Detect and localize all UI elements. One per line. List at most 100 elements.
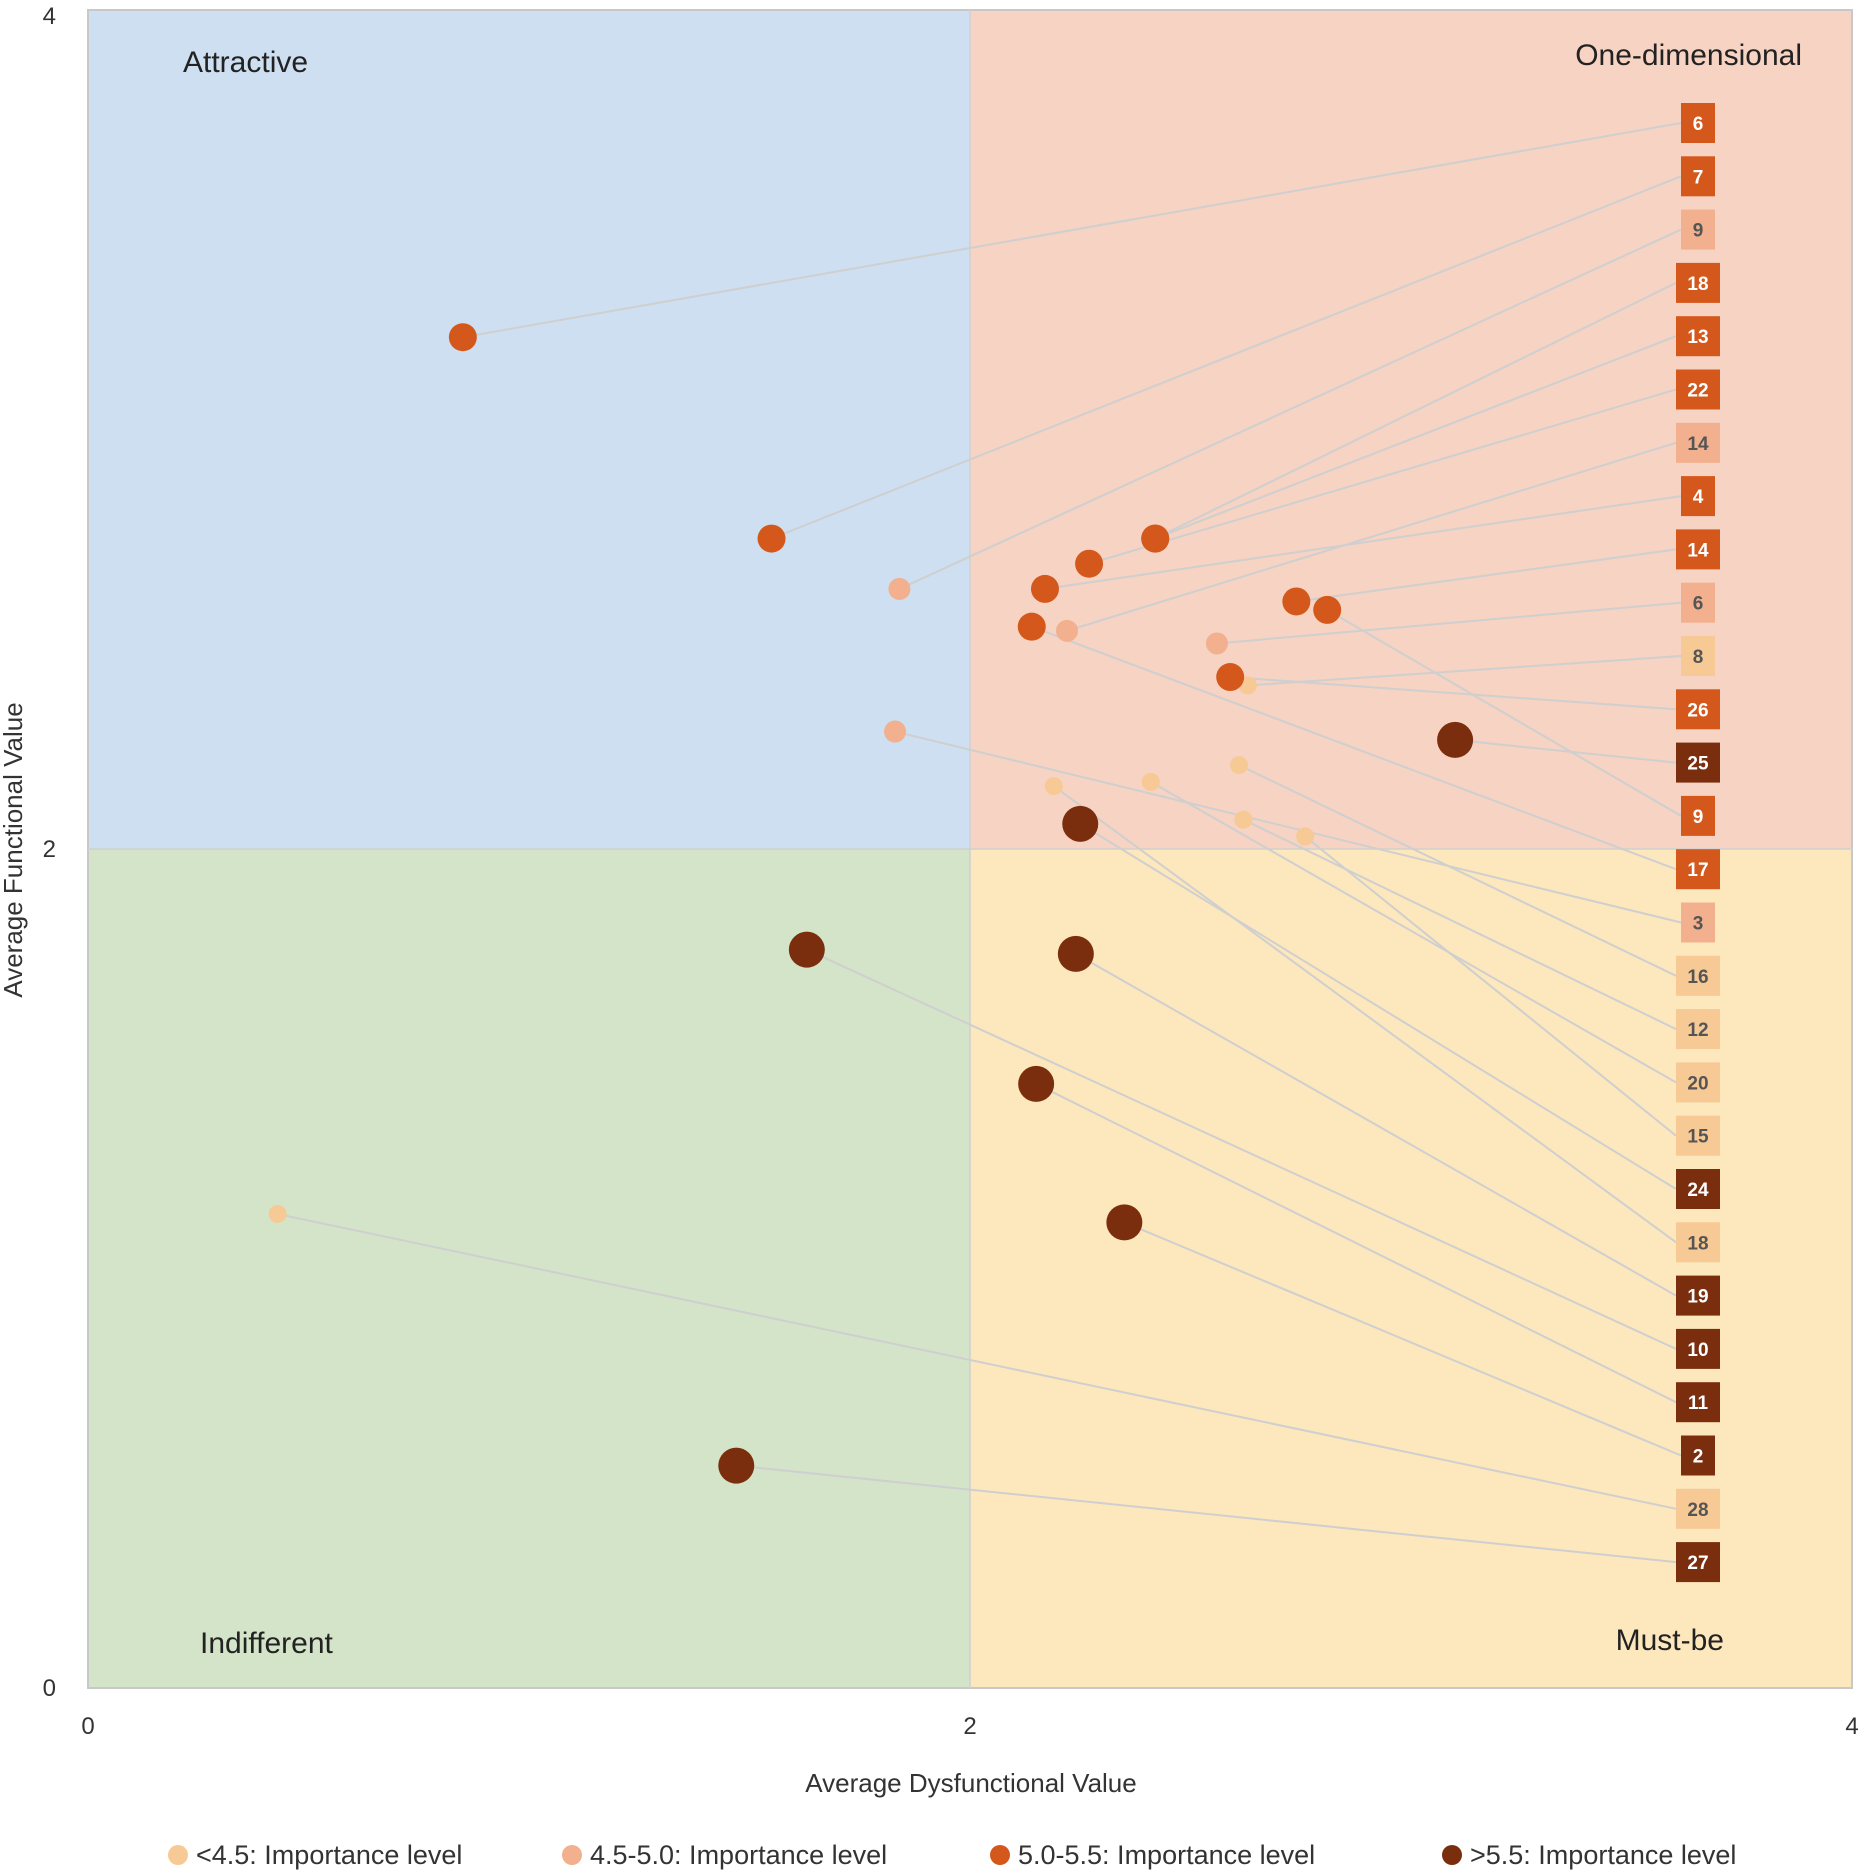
point-label-box	[1676, 1222, 1720, 1263]
point-label-box	[1676, 1169, 1720, 1209]
data-point	[757, 524, 786, 553]
data-point	[1075, 549, 1104, 578]
point-label: 4	[1693, 487, 1704, 508]
leader-line	[1216, 601, 1682, 645]
point-label: 19	[1687, 1287, 1708, 1308]
legend-item: 5.0-5.5: Importance level	[990, 1840, 1315, 1870]
legend-label: 4.5-5.0: Importance level	[590, 1840, 887, 1870]
y-tick-label: 0	[43, 1675, 56, 1702]
point-label-box	[1676, 1488, 1720, 1529]
point-label: 25	[1687, 754, 1709, 775]
point-label-box	[1676, 422, 1720, 463]
leader-lines	[277, 122, 1682, 1564]
data-point	[788, 931, 825, 968]
x-tick-label: 2	[963, 1713, 976, 1740]
data-point	[1057, 935, 1094, 972]
leader-line	[771, 175, 1682, 540]
point-label: 15	[1687, 1127, 1709, 1148]
quadrant-labels: Attractive One-dimensional Indifferent Must…	[183, 39, 1802, 1660]
leader-line	[1123, 1221, 1682, 1457]
leader-line	[1150, 781, 1677, 1084]
data-point	[1106, 1204, 1143, 1241]
y-tick-label: 2	[43, 836, 56, 863]
leader-line	[1154, 282, 1677, 540]
data-point	[448, 323, 477, 352]
point-label-box	[1676, 689, 1720, 730]
point-label: 13	[1687, 327, 1708, 348]
leader-line	[462, 122, 1682, 339]
data-point	[718, 1447, 755, 1484]
point-label: 20	[1687, 1073, 1708, 1094]
x-axis-ticks: 0 2 4	[81, 1713, 1858, 1740]
data-point	[1216, 663, 1245, 692]
point-label: 8	[1693, 647, 1704, 668]
leader-line	[1296, 548, 1677, 603]
point-labels: 6 7 9 18 13 22 14 4 14 6 8 26 25 9 17 3 16 12 20 15 24 18 19 10…	[1676, 103, 1720, 1583]
legend-marker	[1442, 1845, 1462, 1865]
point-label: 2	[1693, 1447, 1704, 1468]
point-label: 26	[1687, 700, 1708, 721]
point-label-box	[1676, 1009, 1720, 1050]
legend-label: <4.5: Importance level	[196, 1840, 462, 1870]
point-label: 12	[1687, 1020, 1708, 1041]
legend-item: 4.5-5.0: Importance level	[562, 1840, 887, 1870]
point-label: 3	[1693, 914, 1704, 935]
leader-line	[1454, 738, 1677, 764]
quadrant-indifferent	[88, 849, 970, 1688]
legend-item: <4.5: Importance level	[168, 1840, 462, 1870]
leader-line	[1044, 495, 1682, 590]
data-point	[1437, 721, 1474, 758]
data-point	[1030, 574, 1059, 603]
point-label-box	[1681, 209, 1715, 250]
point-label-box	[1676, 1062, 1720, 1103]
point-label-box	[1676, 316, 1720, 357]
point-label: 28	[1687, 1500, 1708, 1521]
leader-line	[894, 730, 1682, 924]
leader-line	[1238, 764, 1677, 977]
point-label: 16	[1687, 967, 1708, 988]
x-tick-label: 0	[81, 1713, 94, 1740]
leader-line	[1066, 441, 1677, 632]
y-axis-title: Average Functional Value	[0, 702, 28, 997]
data-point	[1062, 805, 1099, 842]
legend-marker	[168, 1845, 188, 1865]
point-label: 17	[1687, 860, 1708, 881]
leader-line	[1035, 1083, 1677, 1404]
point-label-box	[1681, 1435, 1715, 1476]
legend-marker	[990, 1845, 1010, 1865]
legend-marker	[562, 1845, 582, 1865]
leader-line	[1075, 953, 1677, 1297]
y-tick-label: 4	[43, 3, 56, 30]
leader-line	[1230, 676, 1677, 711]
data-point	[1205, 632, 1228, 655]
point-label-box	[1676, 1542, 1720, 1583]
point-label-box	[1676, 955, 1720, 996]
point-label: 24	[1687, 1180, 1709, 1201]
leader-line	[1326, 609, 1682, 817]
point-label-box	[1681, 636, 1715, 676]
leader-line	[1088, 388, 1677, 565]
point-label-box	[1676, 849, 1720, 890]
plot-frame	[87, 9, 1853, 1689]
point-label-box	[1681, 476, 1715, 517]
data-points	[268, 323, 1474, 1484]
leader-line	[1053, 785, 1677, 1244]
point-label: 22	[1687, 381, 1708, 402]
data-point	[884, 720, 907, 743]
data-point	[268, 1204, 287, 1223]
point-label-box	[1681, 795, 1715, 836]
leader-line	[1304, 835, 1677, 1137]
point-label-box	[1681, 103, 1715, 143]
point-label: 10	[1687, 1340, 1708, 1361]
point-label-box	[1676, 1328, 1720, 1369]
data-point	[1141, 524, 1170, 553]
leader-line	[736, 1464, 1677, 1564]
legend-label: 5.0-5.5: Importance level	[1018, 1840, 1315, 1870]
data-point	[1017, 612, 1046, 641]
point-label-box	[1676, 1275, 1720, 1316]
leader-line	[1154, 335, 1677, 540]
point-label-box	[1681, 582, 1715, 623]
point-label-box	[1676, 262, 1720, 303]
x-tick-label: 4	[1845, 1713, 1858, 1740]
